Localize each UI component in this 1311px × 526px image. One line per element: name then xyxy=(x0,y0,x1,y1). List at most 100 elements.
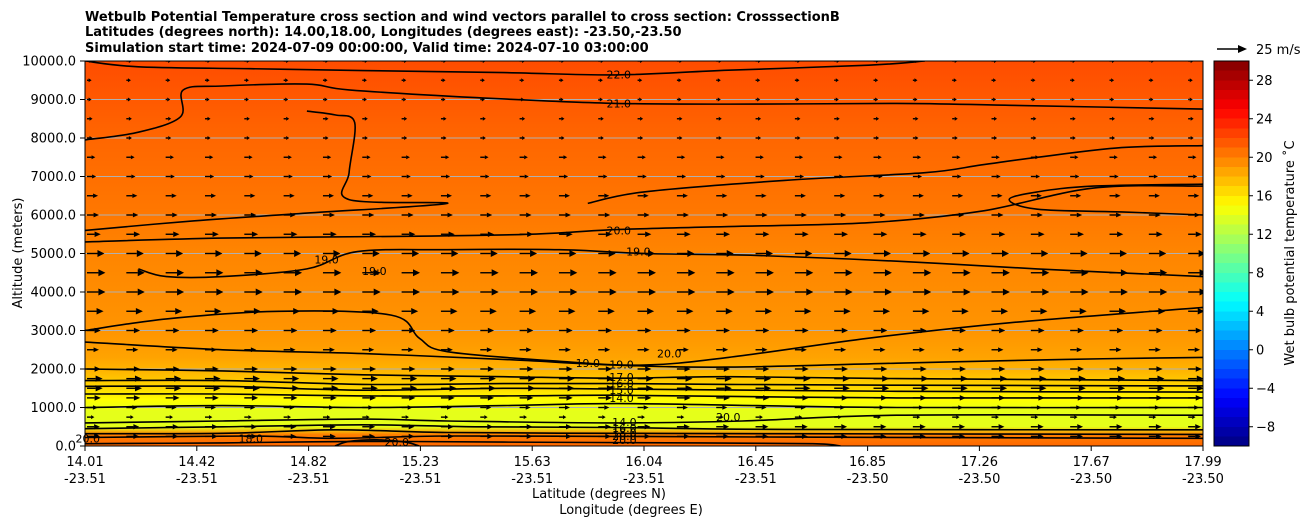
wind-arrow xyxy=(1109,269,1128,277)
wind-arrow xyxy=(322,97,328,102)
wind-arrow xyxy=(401,307,419,315)
wind-arrow xyxy=(87,78,92,83)
wind-arrow xyxy=(716,375,732,382)
wind-arrow xyxy=(440,250,459,257)
wind-arrow xyxy=(480,405,492,410)
colorbar: −8 −4 0 4 8 12 16 20 24 28 Wet bulb potential tem… xyxy=(1213,60,1298,447)
wind-arrow xyxy=(401,193,413,198)
wind-arrow xyxy=(1148,174,1159,179)
wind-arrow xyxy=(165,366,180,372)
wind-arrow xyxy=(991,212,1004,218)
wind-arrow xyxy=(991,307,1009,315)
wind-arrow xyxy=(322,415,331,420)
wind-arrow xyxy=(755,433,769,439)
contour-label: 18.0 xyxy=(238,432,263,445)
wind-arrow xyxy=(637,385,654,392)
wind-arrow xyxy=(244,433,258,439)
wind-arrow xyxy=(676,307,694,315)
wind-arrow xyxy=(834,269,853,277)
wind-arrow xyxy=(598,385,614,392)
wind-arrow xyxy=(873,97,879,102)
wind-arrow xyxy=(1148,288,1168,296)
wind-arrow xyxy=(244,424,258,430)
wind-arrow xyxy=(126,78,131,83)
wind-arrow xyxy=(322,193,334,198)
wind-arrow xyxy=(126,415,134,420)
wind-arrow xyxy=(204,155,214,160)
wind-arrow xyxy=(794,433,808,439)
wind-arrow xyxy=(1148,193,1160,198)
wind-arrow xyxy=(598,212,611,218)
wind-arrow xyxy=(598,415,606,420)
wind-arrow xyxy=(165,347,178,353)
wind-arrow xyxy=(873,269,892,277)
x-tick-label-lat: 16.04 xyxy=(625,455,662,470)
contour-label: 16.0 xyxy=(609,378,634,391)
wind-arrow xyxy=(1030,405,1042,410)
x-tick-label-lat: 14.01 xyxy=(66,455,103,470)
wind-arrow xyxy=(165,78,171,83)
contour-label: 20.0 xyxy=(612,434,637,447)
wind-arrow xyxy=(952,433,966,439)
wind-arrow xyxy=(794,193,806,198)
wind-arrow xyxy=(912,155,922,160)
wind-arrow xyxy=(637,375,654,382)
wind-arrow xyxy=(1109,155,1118,160)
wind-arrow xyxy=(1030,375,1047,382)
wind-arrow xyxy=(755,269,774,277)
wind-arrow xyxy=(755,307,773,315)
wind-arrow xyxy=(244,385,260,392)
wind-arrow xyxy=(165,288,185,296)
wind-arrow xyxy=(1109,97,1115,102)
x-tick-label-lon: -23.51 xyxy=(64,472,106,487)
wind-arrow xyxy=(165,136,172,140)
wind-arrow xyxy=(912,288,932,296)
wind-arrow xyxy=(519,250,538,257)
wind-arrow xyxy=(283,269,303,277)
wind-arrow xyxy=(794,269,814,277)
wind-arrow xyxy=(873,174,883,179)
wind-arrow xyxy=(165,385,182,392)
wind-arrow xyxy=(912,433,926,439)
contour-19.0 xyxy=(85,306,1203,367)
wind-arrow xyxy=(440,433,454,439)
wind-arrow xyxy=(991,250,1009,257)
wind-arrow xyxy=(794,327,809,334)
wind-vectors xyxy=(87,61,1203,439)
wind-arrow xyxy=(204,327,219,334)
wind-arrow xyxy=(1109,385,1126,392)
wind-arrow xyxy=(440,375,457,382)
y-tick-label: 10000.0 xyxy=(22,55,76,70)
wind-arrow xyxy=(834,375,850,382)
wind-arrow xyxy=(126,250,144,257)
wind-arrow xyxy=(834,116,840,121)
wind-arrow xyxy=(362,250,380,257)
wind-arrow xyxy=(165,375,182,382)
wind-arrow xyxy=(1109,366,1124,372)
wind-arrow xyxy=(87,327,101,334)
wind-arrow xyxy=(87,155,96,160)
wind-arrow xyxy=(637,78,643,83)
wind-arrow xyxy=(1188,231,1202,238)
wind-arrow xyxy=(126,116,132,121)
wind-arrow xyxy=(834,193,846,198)
wind-arrow xyxy=(637,433,651,439)
wind-arrow xyxy=(598,366,613,372)
wind-arrow xyxy=(834,155,843,160)
contour-label: 19.0 xyxy=(609,358,634,371)
wind-arrow xyxy=(1030,136,1037,140)
wind-arrow xyxy=(204,433,218,439)
wind-arrow xyxy=(204,366,219,372)
wind-arrow xyxy=(1070,385,1086,392)
wind-arrow xyxy=(1188,250,1203,257)
wind-arrow xyxy=(873,375,890,382)
wind-arrow xyxy=(283,327,298,334)
wind-arrow xyxy=(401,174,411,179)
wind-arrow xyxy=(676,97,682,102)
wind-arrow xyxy=(362,116,368,121)
wind-arrow xyxy=(1188,155,1197,160)
wind-arrow xyxy=(755,385,772,392)
wind-arrow xyxy=(676,415,685,420)
wind-arrow xyxy=(362,327,377,334)
wind-arrow xyxy=(1188,327,1202,334)
